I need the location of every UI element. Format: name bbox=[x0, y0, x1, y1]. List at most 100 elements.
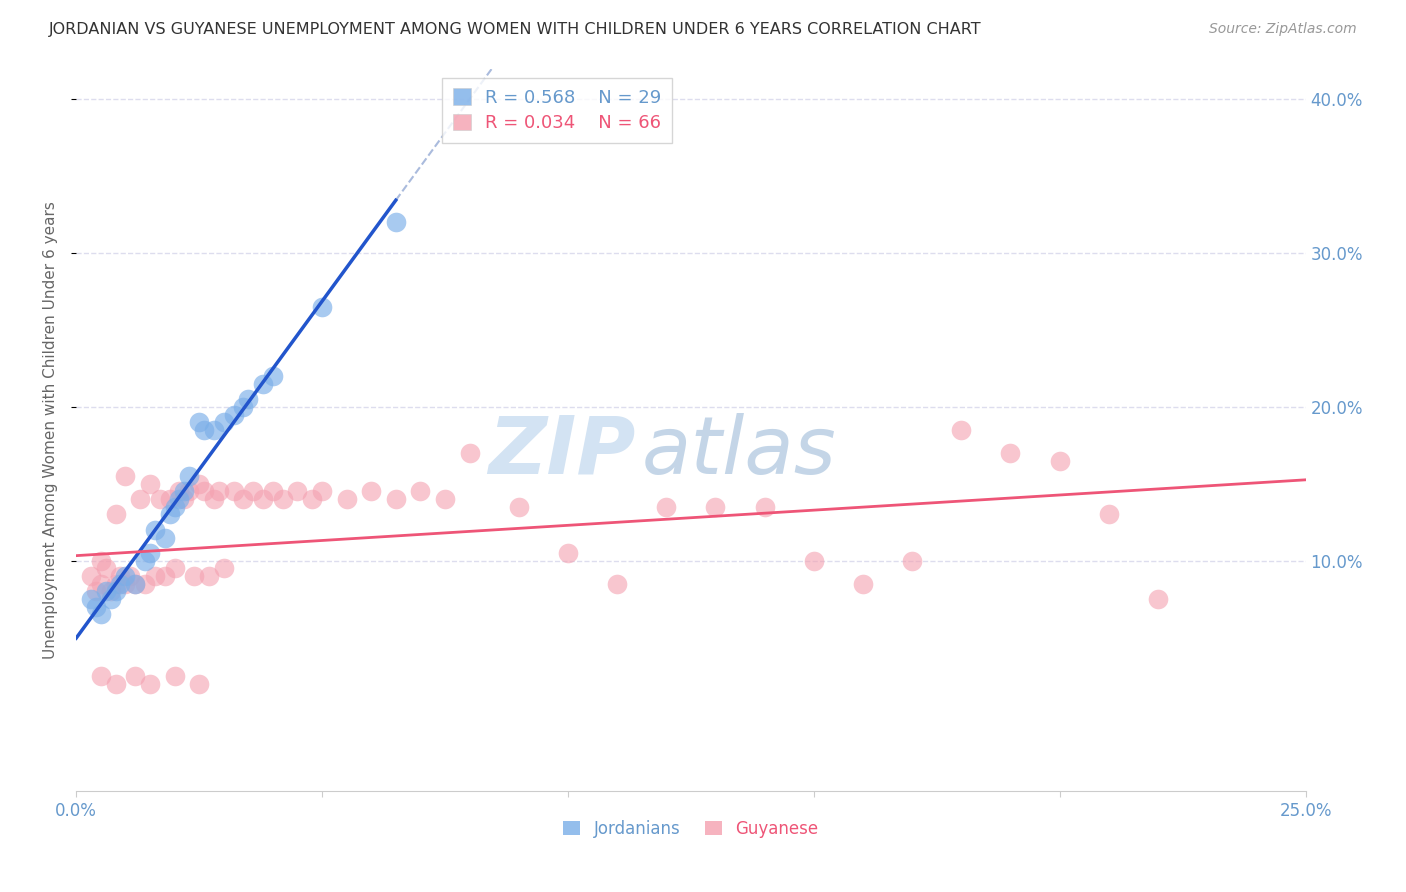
Point bbox=[557, 546, 579, 560]
Point bbox=[252, 492, 274, 507]
Point bbox=[80, 592, 103, 607]
Point bbox=[84, 599, 107, 614]
Point bbox=[803, 553, 825, 567]
Point bbox=[1147, 592, 1170, 607]
Point bbox=[188, 476, 211, 491]
Point bbox=[134, 553, 156, 567]
Point bbox=[179, 469, 201, 483]
Point bbox=[606, 576, 628, 591]
Point bbox=[193, 484, 215, 499]
Point bbox=[90, 669, 112, 683]
Point bbox=[238, 392, 260, 406]
Point bbox=[232, 492, 254, 507]
Point bbox=[114, 469, 136, 483]
Point bbox=[114, 569, 136, 583]
Point bbox=[169, 484, 191, 499]
Text: Source: ZipAtlas.com: Source: ZipAtlas.com bbox=[1209, 22, 1357, 37]
Point bbox=[252, 376, 274, 391]
Point bbox=[202, 423, 225, 437]
Point bbox=[90, 553, 112, 567]
Point bbox=[94, 584, 117, 599]
Point bbox=[754, 500, 776, 514]
Point bbox=[124, 576, 146, 591]
Point bbox=[1098, 508, 1121, 522]
Point bbox=[212, 415, 235, 429]
Point bbox=[193, 423, 215, 437]
Legend: Jordanians, Guyanese: Jordanians, Guyanese bbox=[557, 813, 825, 845]
Point bbox=[139, 546, 162, 560]
Point bbox=[311, 484, 333, 499]
Point bbox=[385, 492, 408, 507]
Point bbox=[1000, 446, 1022, 460]
Point bbox=[222, 484, 245, 499]
Point bbox=[212, 561, 235, 575]
Point bbox=[124, 669, 146, 683]
Point bbox=[222, 408, 245, 422]
Point bbox=[90, 576, 112, 591]
Point bbox=[143, 523, 166, 537]
Point bbox=[360, 484, 382, 499]
Point bbox=[100, 592, 122, 607]
Point bbox=[114, 576, 136, 591]
Point bbox=[104, 508, 127, 522]
Point bbox=[311, 300, 333, 314]
Point bbox=[110, 569, 132, 583]
Point bbox=[100, 584, 122, 599]
Point bbox=[262, 484, 284, 499]
Point bbox=[84, 584, 107, 599]
Point bbox=[163, 561, 186, 575]
Point bbox=[120, 569, 142, 583]
Point bbox=[153, 531, 176, 545]
Text: ZIP: ZIP bbox=[488, 413, 636, 491]
Point bbox=[852, 576, 875, 591]
Point bbox=[143, 569, 166, 583]
Point bbox=[129, 492, 152, 507]
Point bbox=[301, 492, 323, 507]
Y-axis label: Unemployment Among Women with Children Under 6 years: Unemployment Among Women with Children U… bbox=[44, 201, 58, 659]
Point bbox=[458, 446, 481, 460]
Point bbox=[950, 423, 973, 437]
Text: JORDANIAN VS GUYANESE UNEMPLOYMENT AMONG WOMEN WITH CHILDREN UNDER 6 YEARS CORRE: JORDANIAN VS GUYANESE UNEMPLOYMENT AMONG… bbox=[49, 22, 981, 37]
Point bbox=[385, 215, 408, 229]
Point bbox=[202, 492, 225, 507]
Point bbox=[409, 484, 432, 499]
Point bbox=[149, 492, 172, 507]
Point bbox=[901, 553, 924, 567]
Point bbox=[104, 584, 127, 599]
Point bbox=[1049, 453, 1071, 467]
Point bbox=[139, 676, 162, 690]
Point bbox=[163, 669, 186, 683]
Point bbox=[179, 484, 201, 499]
Point bbox=[94, 561, 117, 575]
Point bbox=[287, 484, 309, 499]
Point bbox=[242, 484, 264, 499]
Point bbox=[139, 476, 162, 491]
Point bbox=[183, 569, 205, 583]
Point bbox=[188, 676, 211, 690]
Point bbox=[508, 500, 530, 514]
Point bbox=[188, 415, 211, 429]
Point bbox=[163, 500, 186, 514]
Point bbox=[90, 607, 112, 622]
Point bbox=[159, 492, 181, 507]
Text: atlas: atlas bbox=[641, 413, 837, 491]
Point bbox=[153, 569, 176, 583]
Point bbox=[336, 492, 359, 507]
Point bbox=[271, 492, 294, 507]
Point bbox=[433, 492, 456, 507]
Point bbox=[110, 576, 132, 591]
Point bbox=[80, 569, 103, 583]
Point bbox=[232, 400, 254, 414]
Point bbox=[104, 576, 127, 591]
Point bbox=[655, 500, 678, 514]
Point bbox=[104, 676, 127, 690]
Point bbox=[134, 576, 156, 591]
Point bbox=[169, 492, 191, 507]
Point bbox=[198, 569, 221, 583]
Point bbox=[159, 508, 181, 522]
Point bbox=[262, 369, 284, 384]
Point bbox=[208, 484, 231, 499]
Point bbox=[124, 576, 146, 591]
Point bbox=[173, 492, 195, 507]
Point bbox=[704, 500, 727, 514]
